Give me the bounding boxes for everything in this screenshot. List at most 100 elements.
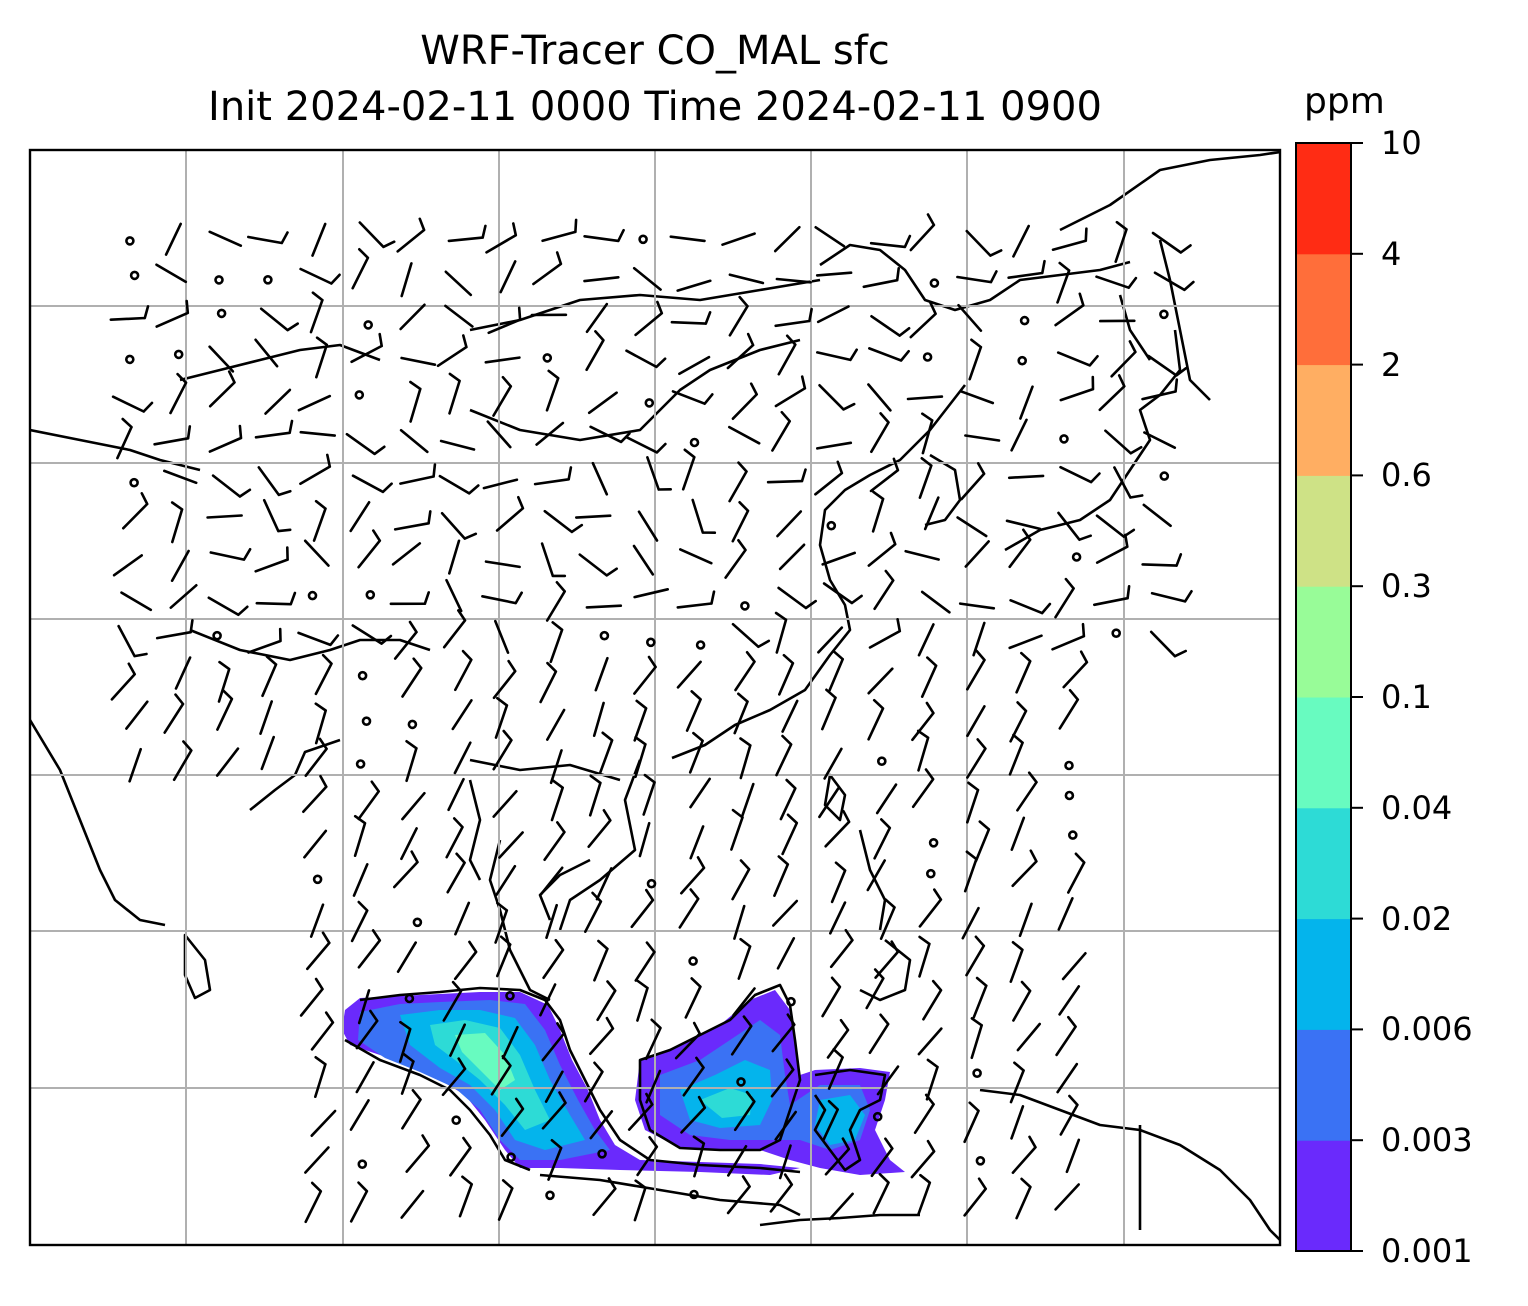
wind-barb bbox=[774, 307, 813, 328]
wind-barb bbox=[583, 228, 625, 243]
wind-barb bbox=[391, 542, 422, 566]
wind-barb bbox=[909, 213, 936, 252]
calm-wind-marker bbox=[1159, 309, 1169, 320]
wind-barb bbox=[299, 453, 332, 485]
coast-taiwan bbox=[823, 773, 847, 822]
wind-barb bbox=[1012, 980, 1032, 1022]
wind-barb bbox=[636, 979, 649, 1022]
wind-barb bbox=[492, 375, 513, 417]
wind-barb bbox=[689, 777, 711, 809]
wind-barb bbox=[827, 1048, 844, 1090]
wind-barb bbox=[484, 560, 521, 569]
wind-barb bbox=[549, 621, 564, 664]
wind-barb bbox=[826, 1018, 850, 1059]
coast-korea bbox=[924, 453, 962, 527]
wind-barb bbox=[350, 332, 383, 364]
wind-barb bbox=[737, 937, 752, 980]
wind-barb bbox=[867, 383, 892, 412]
wind-barb bbox=[442, 609, 467, 649]
border-indochina bbox=[469, 758, 621, 782]
wind-barb bbox=[445, 578, 463, 613]
calm-wind-marker bbox=[363, 320, 374, 330]
wind-barb bbox=[1141, 378, 1179, 401]
wind-barb bbox=[671, 390, 714, 405]
calm-wind-marker bbox=[212, 630, 222, 641]
wind-barb bbox=[438, 474, 480, 495]
wind-barb bbox=[829, 901, 847, 935]
calm-wind-marker bbox=[645, 637, 656, 648]
wind-barb bbox=[357, 929, 382, 969]
wind-barb bbox=[304, 1146, 330, 1174]
wind-barb bbox=[357, 780, 380, 821]
wind-barb bbox=[822, 1099, 839, 1142]
wind-barb bbox=[453, 940, 478, 981]
wind-barb bbox=[587, 391, 618, 415]
wind-barb bbox=[1113, 466, 1144, 499]
wind-barb bbox=[495, 864, 517, 897]
wind-barb bbox=[485, 222, 518, 254]
wind-barb bbox=[454, 901, 471, 936]
wind-barb bbox=[481, 591, 523, 605]
wind-barb bbox=[349, 1181, 369, 1223]
wind-barb bbox=[1007, 474, 1045, 480]
wind-barb bbox=[1059, 1094, 1079, 1136]
wind-barb bbox=[1142, 503, 1172, 528]
wind-barb bbox=[674, 1021, 702, 1060]
wind-barb bbox=[351, 248, 370, 290]
wind-barb bbox=[966, 781, 980, 824]
wind-barb bbox=[297, 394, 332, 412]
calm-wind-marker bbox=[407, 719, 418, 730]
wind-barb bbox=[593, 939, 609, 982]
wind-barb bbox=[916, 729, 930, 772]
wind-barb bbox=[1056, 261, 1071, 304]
wind-barb bbox=[172, 740, 193, 782]
wind-barb bbox=[828, 650, 844, 692]
wind-barb bbox=[1114, 220, 1128, 263]
wind-barb bbox=[678, 355, 711, 376]
colorbar-segment bbox=[1296, 475, 1351, 587]
calm-wind-marker bbox=[307, 590, 318, 601]
calm-wind-marker bbox=[505, 990, 515, 1001]
wind-barb bbox=[549, 749, 563, 785]
wind-barb bbox=[769, 1173, 794, 1213]
wind-barb bbox=[163, 469, 198, 485]
wind-barb bbox=[1009, 941, 1024, 983]
wind-barb bbox=[454, 649, 473, 692]
wind-barb bbox=[541, 1022, 566, 1062]
wind-barb bbox=[1018, 902, 1033, 938]
calm-wind-marker bbox=[355, 759, 366, 769]
coast-japan bbox=[1004, 329, 1182, 552]
wind-barb bbox=[448, 372, 461, 415]
wind-barb bbox=[110, 662, 136, 701]
calm-wind-marker bbox=[263, 274, 273, 285]
wind-barb bbox=[909, 301, 937, 339]
calm-wind-marker bbox=[125, 236, 135, 246]
calm-wind-marker bbox=[1064, 760, 1074, 771]
wind-barb bbox=[733, 904, 746, 940]
wind-barb bbox=[314, 702, 327, 745]
wind-barb bbox=[822, 582, 863, 605]
wind-barb bbox=[589, 1110, 614, 1140]
calm-wind-marker bbox=[1159, 471, 1170, 481]
wind-barb bbox=[1051, 622, 1086, 651]
wind-barb bbox=[917, 1173, 932, 1216]
wind-barb bbox=[578, 553, 618, 577]
wind-barb bbox=[676, 660, 702, 689]
wind-barb bbox=[870, 412, 890, 454]
wind-barb bbox=[669, 235, 706, 243]
wind-barb bbox=[1015, 1177, 1032, 1220]
wind-barb bbox=[543, 509, 584, 534]
calm-wind-marker bbox=[972, 1068, 982, 1078]
wind-barb bbox=[111, 395, 154, 413]
wind-barb bbox=[870, 1137, 894, 1178]
wind-barb bbox=[733, 692, 749, 735]
wind-barb bbox=[676, 590, 716, 609]
calm-wind-marker bbox=[975, 1156, 986, 1166]
wind-barb bbox=[169, 372, 188, 415]
wind-barb bbox=[773, 225, 801, 253]
wind-barb bbox=[1054, 292, 1085, 327]
wind-barb bbox=[778, 1144, 792, 1180]
calm-wind-marker bbox=[216, 308, 227, 319]
wind-barb bbox=[545, 903, 558, 939]
